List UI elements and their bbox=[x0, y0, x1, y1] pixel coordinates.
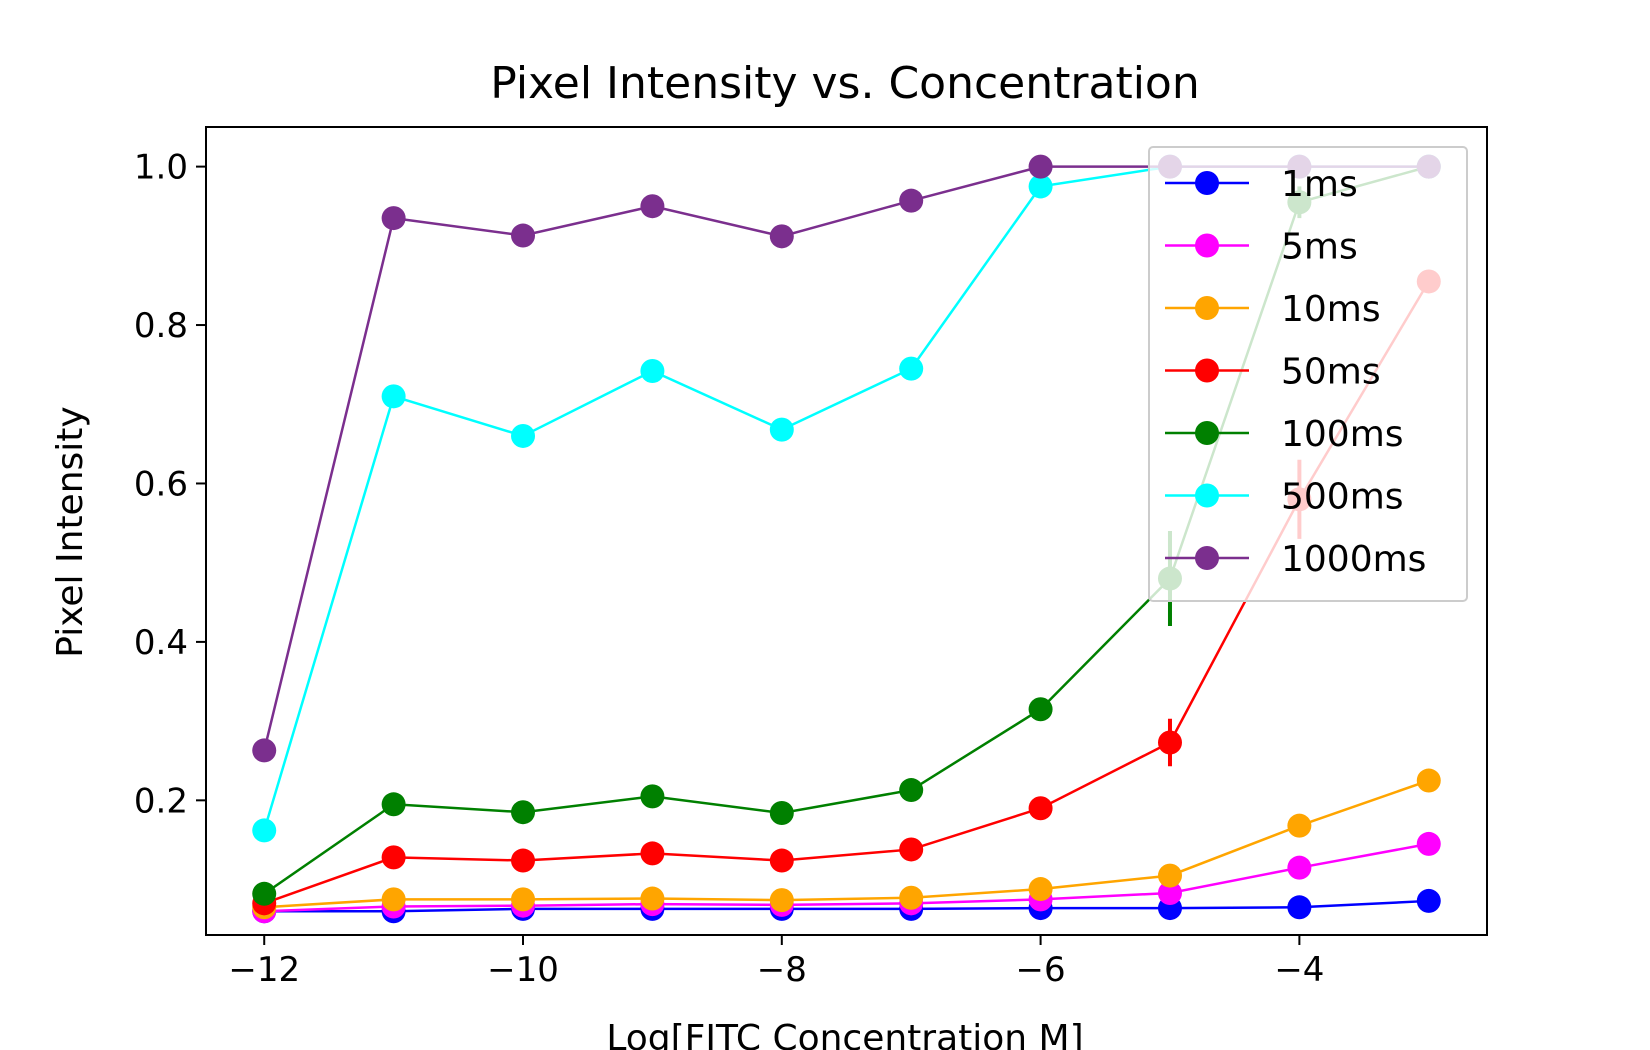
y-tick-label: 1.0 bbox=[134, 148, 188, 188]
data-point bbox=[899, 188, 924, 213]
legend-marker bbox=[1195, 233, 1219, 258]
legend-marker bbox=[1195, 546, 1219, 570]
y-tick-label: 0.8 bbox=[134, 306, 188, 346]
series-line-10ms bbox=[264, 779, 1430, 909]
data-point bbox=[899, 778, 924, 803]
data-point bbox=[1157, 730, 1182, 755]
data-point bbox=[511, 848, 536, 873]
x-axis: −12 −10 −8 −6 −4 bbox=[228, 935, 1324, 990]
data-point bbox=[511, 800, 536, 825]
data-point bbox=[899, 356, 924, 381]
legend-label: 10ms bbox=[1281, 289, 1381, 330]
legend-label: 50ms bbox=[1281, 352, 1381, 393]
y-axis-label: Pixel Intensity bbox=[50, 406, 91, 657]
legend-marker bbox=[1195, 358, 1219, 383]
data-point bbox=[1416, 831, 1441, 856]
x-axis-label: Log[FITC Concentration M] bbox=[606, 1018, 1083, 1050]
data-point bbox=[381, 384, 406, 409]
data-point bbox=[1287, 895, 1312, 920]
data-point bbox=[899, 837, 924, 862]
legend-box bbox=[1148, 146, 1468, 602]
data-point bbox=[511, 223, 536, 248]
data-point bbox=[640, 841, 665, 866]
data-point bbox=[1028, 796, 1053, 821]
x-tick-label: −6 bbox=[1016, 950, 1066, 990]
data-point bbox=[252, 818, 277, 843]
series-line-50ms bbox=[263, 280, 1430, 905]
data-point bbox=[769, 801, 794, 826]
y-tick-label: 0.4 bbox=[134, 623, 188, 663]
y-tick-label: 0.2 bbox=[134, 781, 188, 821]
x-tick-label: −4 bbox=[1274, 950, 1324, 990]
data-point bbox=[1157, 863, 1182, 888]
data-point bbox=[640, 784, 665, 809]
data-point bbox=[1287, 855, 1312, 880]
data-point bbox=[640, 358, 665, 383]
data-point bbox=[1028, 877, 1053, 902]
data-point bbox=[769, 888, 794, 913]
legend-label: 100ms bbox=[1281, 414, 1404, 455]
data-point bbox=[381, 792, 406, 817]
data-point bbox=[1028, 154, 1053, 179]
data-point bbox=[252, 881, 277, 906]
legend-label: 1000ms bbox=[1281, 539, 1426, 580]
data-point bbox=[511, 423, 536, 448]
data-point bbox=[1157, 881, 1182, 906]
legend-marker bbox=[1195, 483, 1219, 508]
data-point bbox=[1028, 697, 1053, 722]
data-point bbox=[511, 887, 536, 912]
data-point bbox=[381, 887, 406, 912]
legend-label: 5ms bbox=[1281, 227, 1358, 268]
y-axis: 0.2 0.4 0.6 0.8 1.0 bbox=[134, 148, 206, 821]
data-point bbox=[1416, 888, 1441, 913]
series-10ms bbox=[252, 768, 1441, 920]
legend-marker bbox=[1195, 296, 1219, 320]
data-point bbox=[640, 886, 665, 911]
legend-marker bbox=[1195, 421, 1219, 445]
chart-title: Pixel Intensity vs. Concentration bbox=[490, 58, 1199, 109]
plot-frame bbox=[205, 126, 1488, 936]
series-line-5ms bbox=[264, 842, 1429, 913]
data-point bbox=[381, 845, 406, 870]
y-tick-label: 0.6 bbox=[134, 464, 188, 504]
data-point bbox=[1287, 813, 1312, 838]
data-point bbox=[899, 885, 924, 910]
legend: 1ms 5ms 10ms 50ms 100ms 500ms 1000ms bbox=[1148, 146, 1468, 602]
series-line-1ms bbox=[264, 899, 1429, 913]
x-tick-label: −10 bbox=[487, 950, 559, 990]
legend-label: 1ms bbox=[1281, 164, 1358, 205]
legend-marker bbox=[1195, 171, 1219, 195]
data-point bbox=[1416, 768, 1441, 793]
data-point bbox=[381, 206, 406, 231]
x-tick-label: −12 bbox=[228, 950, 300, 990]
data-point bbox=[252, 738, 277, 763]
data-point bbox=[769, 417, 794, 442]
data-point bbox=[769, 848, 794, 873]
data-point bbox=[640, 194, 665, 219]
legend-label: 500ms bbox=[1281, 477, 1404, 518]
data-point bbox=[769, 224, 794, 249]
data-point bbox=[1028, 174, 1053, 199]
x-tick-label: −8 bbox=[757, 950, 807, 990]
